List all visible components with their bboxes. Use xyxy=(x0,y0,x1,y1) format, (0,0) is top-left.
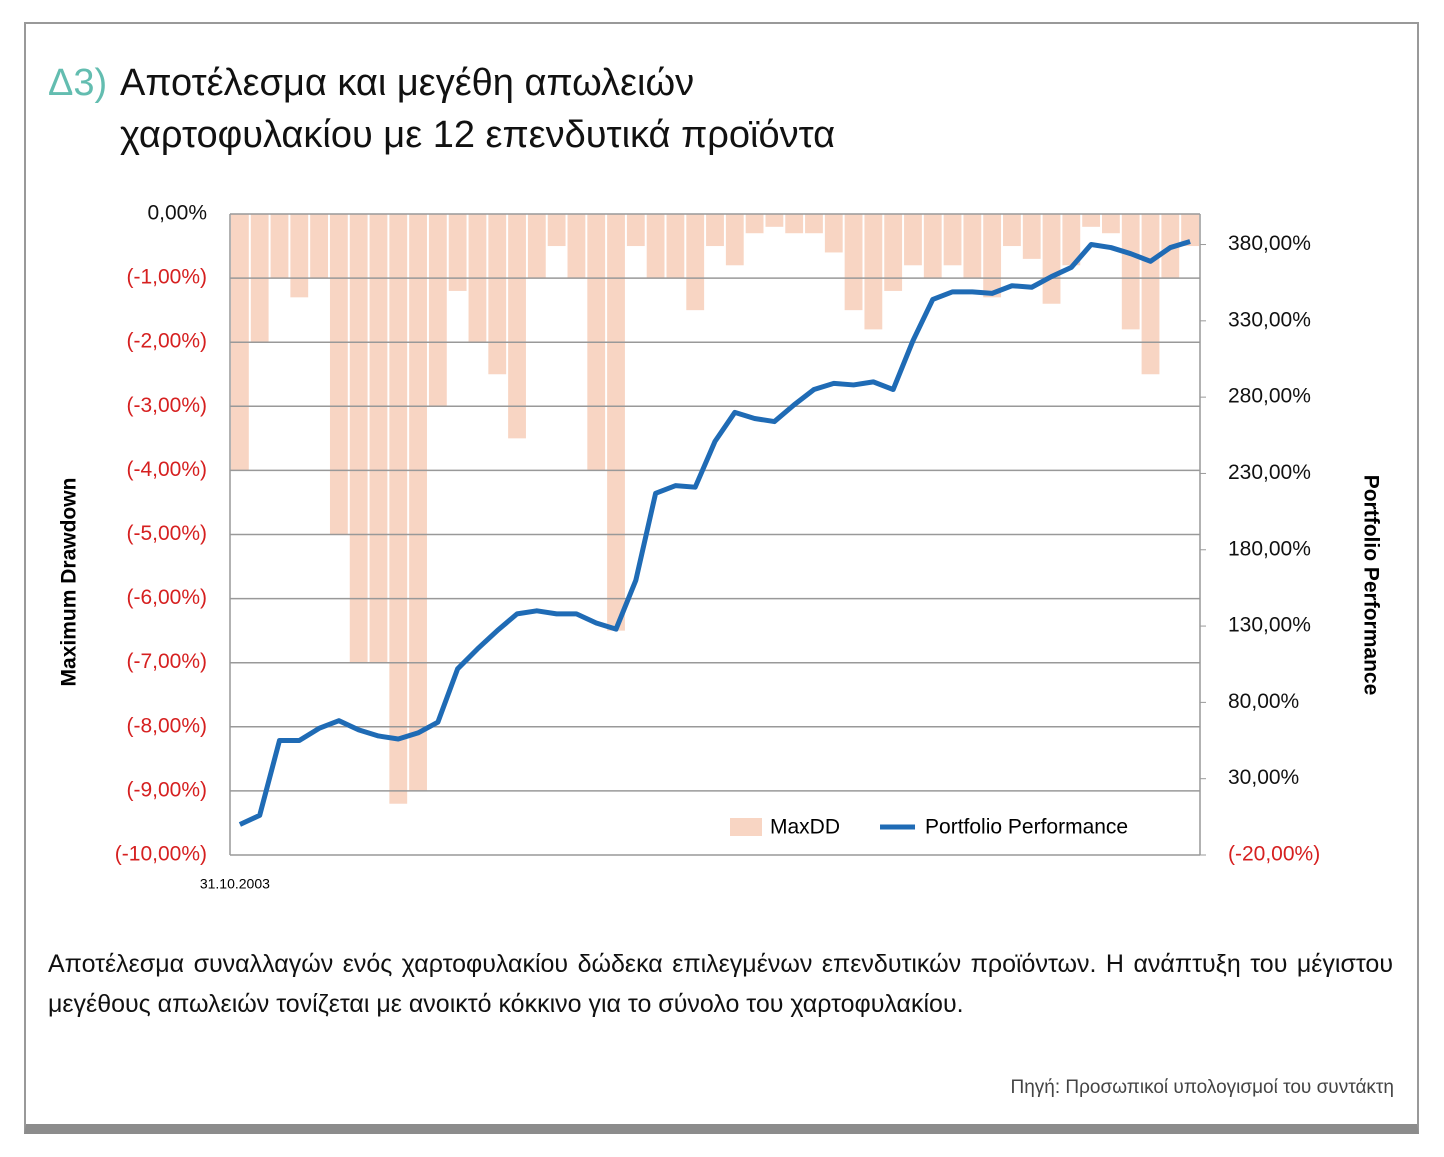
drawdown-bar xyxy=(884,214,903,291)
drawdown-bar xyxy=(824,214,843,253)
drawdown-bar xyxy=(527,214,546,279)
y-tick-label: (-1,00%) xyxy=(126,266,207,289)
drawdown-bar xyxy=(1042,214,1061,304)
drawdown-bar xyxy=(1062,214,1081,266)
drawdown-bar xyxy=(1003,214,1021,247)
y-axis-title: Maximum Drawdown xyxy=(58,478,81,687)
y2-tick-label: 280,00% xyxy=(1228,385,1311,408)
drawdown-bar xyxy=(666,214,685,279)
drawdown-bar xyxy=(785,214,804,234)
drawdown-bar xyxy=(706,214,724,247)
y2-tick-label: 130,00% xyxy=(1228,614,1311,637)
drawdown-bar xyxy=(310,214,328,279)
title-prefix: Δ3) xyxy=(48,62,108,104)
drawdown-bar xyxy=(448,214,467,291)
y-tick-label: (-8,00%) xyxy=(126,714,207,737)
legend-label: Portfolio Performance xyxy=(925,816,1128,839)
legend-label: MaxDD xyxy=(770,816,840,839)
y2-tick-label: (-20,00%) xyxy=(1228,843,1320,866)
y-tick-label: (-10,00%) xyxy=(115,843,207,866)
drawdown-bar xyxy=(270,214,289,279)
source: Πηγή: Προσωπικοί υπολογισμοί του συντάκτ… xyxy=(1010,1077,1394,1098)
y-tick-label: (-5,00%) xyxy=(126,522,207,545)
y2-tick-label: 80,00% xyxy=(1228,690,1299,713)
drawdown-bar xyxy=(904,214,922,266)
drawdown-bar xyxy=(389,214,408,804)
y2-tick-label: 180,00% xyxy=(1228,537,1311,560)
y-tick-label: (-7,00%) xyxy=(126,650,207,673)
chart: Maximum Drawdown Portfolio Performance 0… xyxy=(58,202,1383,892)
drawdown-bar xyxy=(844,214,863,311)
drawdown-bar xyxy=(508,214,526,439)
drawdown-bar xyxy=(1082,214,1101,227)
drawdown-bar xyxy=(547,214,566,247)
drawdown-bar xyxy=(488,214,507,375)
drawdown-bar xyxy=(428,214,447,407)
drawdown-bar xyxy=(349,214,368,663)
drawdown-bar xyxy=(646,214,665,279)
drawdown-bar xyxy=(805,214,823,234)
y-tick-label: (-2,00%) xyxy=(126,330,207,353)
drawdown-bar xyxy=(983,214,1002,298)
drawdown-bar xyxy=(369,214,388,663)
drawdown-bar xyxy=(626,214,645,247)
x-tick-label: 31.10.2003 xyxy=(200,876,270,892)
drawdown-bar xyxy=(943,214,962,266)
drawdown-bar xyxy=(1181,214,1200,247)
drawdown-bar xyxy=(686,214,705,311)
drawdown-bar xyxy=(567,214,586,279)
drawdown-bar xyxy=(607,214,625,631)
drawdown-bar xyxy=(1022,214,1041,259)
drawdown-bar xyxy=(765,214,784,227)
y-tick-label: (-4,00%) xyxy=(126,458,207,481)
frame xyxy=(24,22,1419,1134)
y2-tick-label: 330,00% xyxy=(1228,308,1311,331)
drawdown-bar xyxy=(1102,214,1120,234)
drawdown-bar xyxy=(1121,214,1140,330)
y-tick-label: (-3,00%) xyxy=(126,394,207,417)
y2-tick-label: 380,00% xyxy=(1228,232,1311,255)
legend-swatch xyxy=(730,818,762,836)
performance-line xyxy=(238,239,1191,827)
drawdown-bar xyxy=(329,214,348,535)
drawdown-bar xyxy=(725,214,744,266)
y-tick-label: (-9,00%) xyxy=(126,778,207,801)
y2-tick-label: 30,00% xyxy=(1228,766,1299,789)
drawdown-bar xyxy=(864,214,883,330)
y2-tick-label: 230,00% xyxy=(1228,461,1311,484)
drawdown-bar xyxy=(963,214,982,279)
drawdown-bar xyxy=(1141,214,1160,375)
drawdown-bar xyxy=(923,214,942,279)
title-line: χαρτοφυλακίου με 12 επενδυτικά προϊόντα xyxy=(120,114,836,156)
drawdown-bar xyxy=(290,214,309,298)
y2-axis-title: Portfolio Performance xyxy=(1359,475,1382,696)
caption: Αποτέλεσμα συναλλαγών ενός χαρτοφυλακίου… xyxy=(48,950,1393,1018)
title-line: Αποτέλεσμα και μεγέθη απωλειών xyxy=(120,62,695,104)
drawdown-bar xyxy=(409,214,427,791)
y-tick-label: 0,00% xyxy=(147,202,207,225)
y-tick-label: (-6,00%) xyxy=(126,586,207,609)
drawdown-bar xyxy=(745,214,764,234)
